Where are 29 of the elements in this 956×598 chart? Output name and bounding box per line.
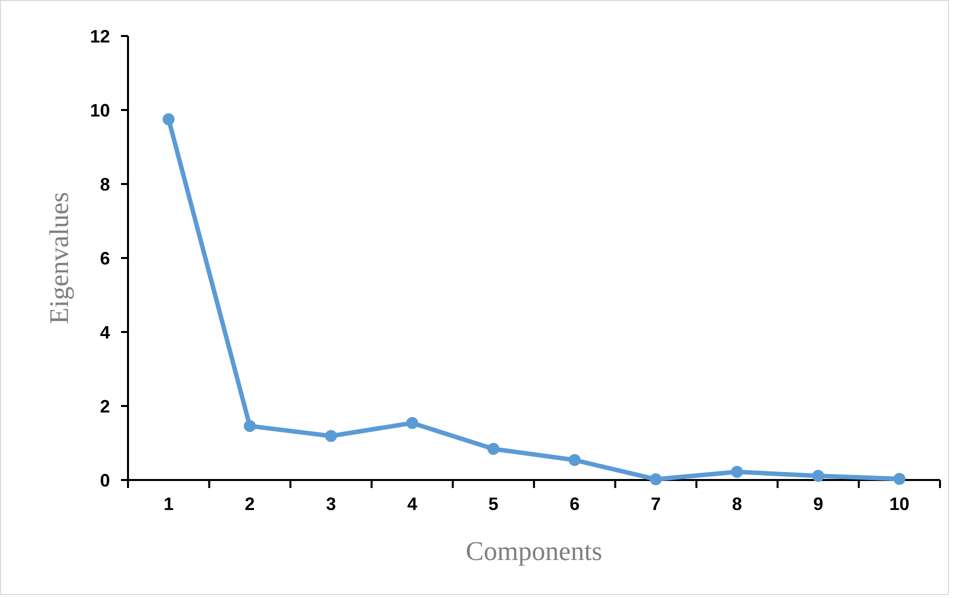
y-tick-label: 10 [90,100,110,120]
x-tick-label: 4 [407,494,418,514]
point [893,472,906,485]
y-tick-label: 2 [100,396,110,416]
x-tick-label: 6 [570,494,580,514]
y-axis-title: Eigenvalues [44,192,74,324]
y-tick-label: 0 [100,470,110,490]
y-tick-label: 8 [100,174,110,194]
point [731,466,743,478]
x-axis-title: Components [466,536,602,566]
y-tick-label: 4 [100,322,110,342]
x-tick-label: 8 [732,494,742,514]
x-tick-label: 3 [326,494,336,514]
x-tick-label: 1 [164,494,174,514]
x-tick-label: 2 [244,494,255,514]
point [325,430,337,442]
point [406,417,418,430]
x-tick-label: 5 [488,494,498,514]
y-tick-label: 12 [90,26,110,46]
y-tick-label: 6 [100,248,110,268]
point [812,470,824,482]
point [244,420,256,432]
x-tick-label: 7 [650,494,661,514]
point [162,113,175,126]
x-tick-label: 10 [889,494,910,514]
x-tick-label: 9 [813,494,824,514]
point [487,442,500,455]
point [650,473,662,486]
point [568,454,581,466]
